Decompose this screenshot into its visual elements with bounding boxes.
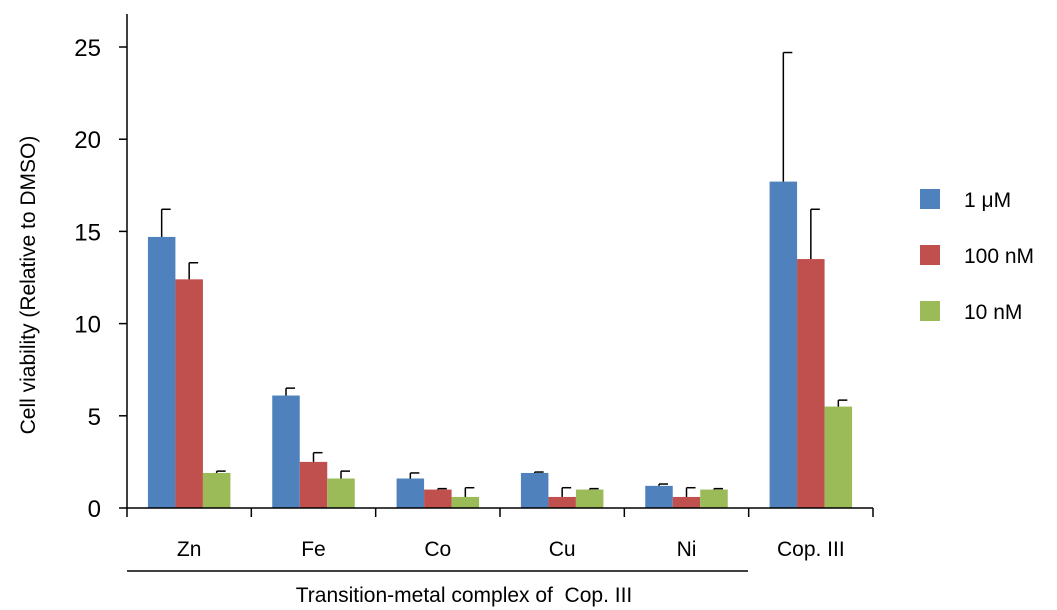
x-category-label: Cop. III <box>777 538 845 561</box>
bar <box>520 472 549 508</box>
bar <box>272 395 300 508</box>
y-tick-label: 25 <box>74 35 101 62</box>
legend-label: 10 nM <box>964 301 1022 324</box>
bar <box>299 461 328 508</box>
bar <box>700 489 728 508</box>
x-category-label: Fe <box>301 538 326 561</box>
y-tick-label: 0 <box>88 496 101 523</box>
legend-label: 100 nM <box>964 245 1034 268</box>
y-tick-label: 20 <box>74 127 101 154</box>
y-tick-label: 5 <box>88 404 101 431</box>
legend: 1 μM 100 nM 10 nM <box>920 189 1034 324</box>
x-axis-title: Transition-metal complex of Cop. III <box>296 584 633 607</box>
bar <box>202 472 231 508</box>
y-tick-label: 15 <box>74 219 101 246</box>
bar <box>797 259 825 508</box>
bar <box>396 478 425 508</box>
bar <box>424 489 452 508</box>
bar <box>645 485 673 508</box>
y-axis: 0 5 10 15 20 25 <box>74 14 128 523</box>
legend-label: 1 μM <box>964 189 1011 212</box>
bar <box>548 496 576 508</box>
x-category-label: Zn <box>177 538 202 561</box>
x-category-label: Ni <box>677 538 697 561</box>
bar <box>824 406 853 508</box>
y-tick-label: 10 <box>74 312 101 339</box>
legend-swatch <box>920 245 940 265</box>
legend-swatch <box>920 189 940 209</box>
x-axis: Zn Fe Co Cu Ni Cop. III <box>126 507 874 561</box>
bar <box>769 181 798 508</box>
bar <box>327 478 355 508</box>
x-category-label: Co <box>424 538 451 561</box>
legend-swatch <box>920 301 940 321</box>
x-category-label: Cu <box>549 538 576 561</box>
bar <box>672 496 701 508</box>
bar <box>147 236 176 508</box>
bar <box>175 279 203 508</box>
y-axis-title: Cell viability (Relative to DMSO) <box>17 136 40 435</box>
bar <box>451 496 480 508</box>
bars <box>147 51 853 508</box>
bar <box>575 489 604 508</box>
